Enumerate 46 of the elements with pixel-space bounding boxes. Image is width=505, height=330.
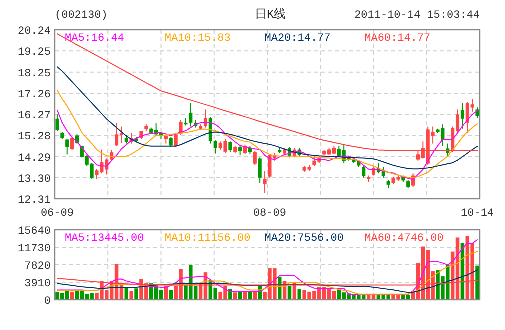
y-tick-label: 18.25 [18, 68, 51, 80]
y-tick-label: 0 [44, 296, 51, 308]
candlestick [253, 150, 257, 166]
bar [130, 291, 134, 300]
candlestick [238, 145, 242, 156]
x-tick-label: 10-14 [461, 208, 494, 220]
candlestick [189, 103, 193, 128]
x-tick-label: 06-09 [40, 208, 74, 220]
candlestick [214, 140, 218, 154]
bar [288, 286, 292, 300]
y-tick-label: 3910 [24, 278, 51, 290]
y-tick-label: 20.24 [18, 26, 52, 38]
y-tick-label: 11730 [18, 244, 51, 256]
chart-title: (002130) [55, 10, 108, 22]
y-tick-label: 15640 [18, 226, 51, 238]
text: 2011-10-14 15:03:44 [354, 10, 480, 22]
y-tick-label: 15.28 [18, 132, 51, 144]
candlestick [56, 114, 60, 132]
bar [134, 288, 138, 300]
y-tick-label: 12.31 [18, 195, 52, 207]
candlestick [169, 136, 173, 148]
bar [476, 266, 480, 300]
x-tick-label: 08-09 [253, 208, 286, 220]
candlestick [228, 141, 232, 153]
candlestick [460, 102, 464, 130]
line-series [56, 270, 478, 294]
bar [234, 292, 238, 300]
line-series [56, 66, 478, 170]
y-tick-label: 7820 [24, 261, 51, 273]
candlestick [362, 166, 366, 178]
y-tick-label: 14.29 [18, 152, 51, 165]
y-tick-label: 17.26 [18, 90, 51, 102]
candlestick [70, 136, 74, 151]
y-tick-label: 16.27 [18, 110, 51, 123]
line-series [56, 251, 478, 295]
candlestick [66, 139, 70, 156]
y-tick-label: 19.25 [18, 47, 51, 60]
legend: MA5:16.44 MA10:15.83 MA20:14.77 MA60:14.77 [65, 33, 431, 45]
candlestick [258, 157, 262, 184]
chart-subtitle: 日K线 [255, 8, 286, 22]
legend: MA5:13445.00 MA10:11156.00 MA20:7556.00 MA60:4746.00 [65, 233, 444, 245]
y-tick-label: 13.30 [18, 174, 51, 186]
candlestick [476, 107, 480, 119]
bar [298, 289, 302, 300]
candlestick [263, 171, 267, 194]
candlestick [174, 132, 178, 148]
